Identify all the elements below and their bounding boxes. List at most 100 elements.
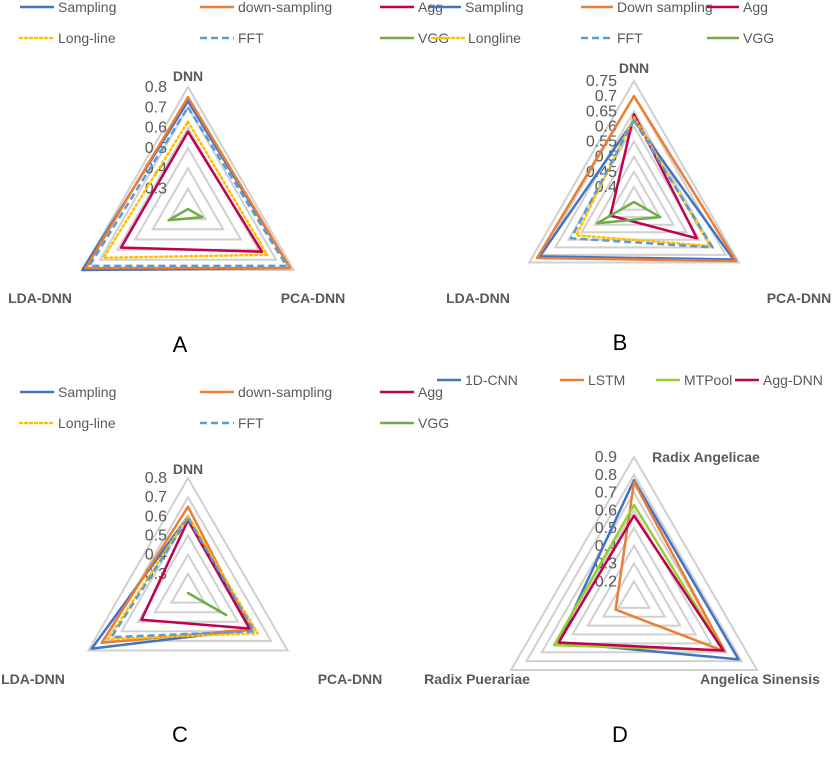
grid-ring <box>570 526 698 636</box>
tick-label: 0.55 <box>586 134 617 151</box>
legend-label: 1D-CNN <box>465 372 518 388</box>
tick-label: 0.4 <box>145 160 167 177</box>
tick-label: 0.6 <box>595 502 617 519</box>
tick-label: 0.6 <box>145 120 167 137</box>
radar-panel-a: 0.30.40.50.60.70.8DNNPCA-DNNLDA-DNNSampl… <box>8 0 449 357</box>
grid-ring <box>169 571 207 604</box>
legend-label: Sampling <box>58 384 116 400</box>
grid-ring <box>579 139 689 234</box>
grid-ring <box>168 186 208 221</box>
axis-label: DNN <box>619 60 649 76</box>
series-line <box>110 517 256 639</box>
grid-ring <box>151 166 225 231</box>
grid-ring <box>527 79 741 264</box>
legend-label: VGG <box>743 30 774 46</box>
tick-label: 0.5 <box>595 520 617 537</box>
grid-ring <box>616 579 652 609</box>
series-line <box>614 480 726 653</box>
grid-ring <box>133 145 243 241</box>
axis-label: LDA-DNN <box>1 671 65 687</box>
axis-label: PCA-DNN <box>281 290 346 306</box>
axis-label: PCA-DNN <box>767 290 832 306</box>
grid-ring <box>86 476 290 652</box>
panel-letter: A <box>173 332 188 357</box>
legend-label: FFT <box>617 30 643 46</box>
legend-label: Sampling <box>465 0 523 15</box>
legend-label: FFT <box>238 415 264 431</box>
series-line <box>557 514 725 652</box>
tick-label: 0.2 <box>595 573 617 590</box>
series-line <box>538 119 735 261</box>
axis-label: LDA-DNN <box>8 290 72 306</box>
series-line <box>102 120 269 260</box>
grid-ring <box>103 495 273 642</box>
legend-label: down-sampling <box>238 384 332 400</box>
legend-label: FFT <box>238 30 264 46</box>
legend-label: Down sampling <box>617 0 713 15</box>
grid-ring <box>553 109 715 249</box>
tick-label: 0.8 <box>145 470 167 487</box>
tick-label: 0.8 <box>595 467 617 484</box>
legend-label: down-sampling <box>238 0 332 15</box>
grid-ring <box>555 508 713 645</box>
legend-label: Long-line <box>58 30 116 46</box>
grid-ring <box>136 533 240 623</box>
radar-panel-b: 0.40.450.50.550.60.650.70.75DNNPCA-DNNLD… <box>429 0 831 355</box>
panel-letter: D <box>612 722 628 747</box>
grid-ring <box>540 490 728 654</box>
legend-label: Sampling <box>58 0 116 15</box>
series-line <box>609 113 699 240</box>
legend-label: Agg <box>743 0 768 15</box>
series-line <box>569 119 714 249</box>
legend-label: MTPool <box>684 372 732 388</box>
tick-label: 0.5 <box>145 528 167 545</box>
series-line <box>557 478 740 661</box>
panel-letter: B <box>613 330 628 355</box>
axis-label: PCA-DNN <box>318 671 383 687</box>
tick-label: 0.6 <box>595 118 617 135</box>
axis-label: LDA-DNN <box>446 290 510 306</box>
grid-ring <box>153 552 223 614</box>
tick-label: 0.9 <box>595 449 617 466</box>
tick-label: 0.8 <box>145 79 167 96</box>
axis-label: DNN <box>173 461 203 477</box>
grid-ring <box>606 169 662 219</box>
legend-label: Long-line <box>58 415 116 431</box>
legend-label: Agg-DNN <box>763 372 823 388</box>
axis-label: DNN <box>173 68 203 84</box>
series-line <box>552 503 725 652</box>
legend-label: Longline <box>468 30 521 46</box>
radar-panel-c: 0.30.40.50.60.70.8DNNPCA-DNNLDA-DNNSampl… <box>1 384 449 747</box>
grid-ring <box>619 184 649 211</box>
tick-label: 0.65 <box>586 103 617 120</box>
legend-label: VGG <box>418 415 449 431</box>
tick-label: 0.7 <box>595 88 617 105</box>
series-line <box>119 130 264 253</box>
series-line <box>88 106 288 268</box>
series-line <box>140 518 251 630</box>
panel-letter: C <box>172 722 188 747</box>
tick-label: 0.7 <box>145 489 167 506</box>
axis-label: Radix Angelicae <box>652 449 760 465</box>
grid-ring <box>98 105 278 261</box>
radar-panel-d: 0.20.30.40.50.60.70.80.9 Radix AngelicaeA… <box>424 372 823 747</box>
axis-label: Radix Puerariae <box>424 671 530 687</box>
series-line <box>167 207 204 222</box>
series-line <box>596 200 662 225</box>
series-line <box>84 95 292 270</box>
grid-ring <box>586 543 682 627</box>
grid-ring <box>592 154 676 226</box>
series-line <box>107 515 259 641</box>
tick-label: 0.75 <box>586 73 617 90</box>
grid-ring <box>509 455 759 671</box>
legend-label: LSTM <box>588 372 625 388</box>
tick-label: 0.7 <box>145 99 167 116</box>
series-line <box>535 94 738 263</box>
grid-ring <box>524 472 744 663</box>
tick-label: 0.6 <box>145 508 167 525</box>
axis-label: Angelica Sinensis <box>700 671 820 687</box>
grid-ring <box>540 94 728 256</box>
legend-label: Agg <box>418 384 443 400</box>
tick-label: 0.7 <box>595 485 617 502</box>
